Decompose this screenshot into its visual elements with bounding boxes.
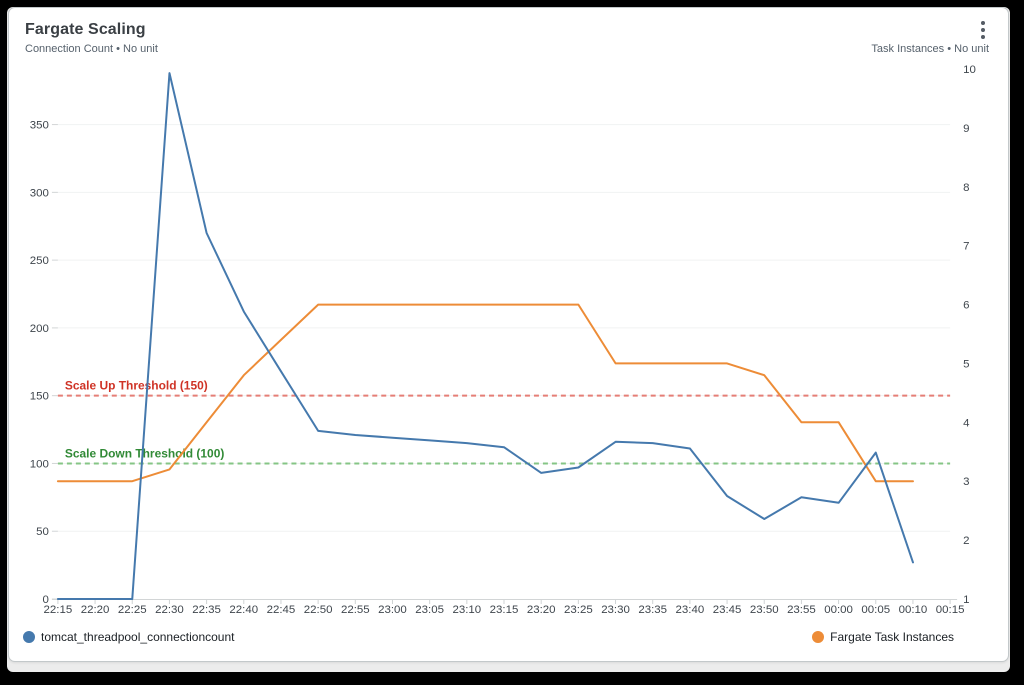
x-axis-tick-label: 00:10	[899, 604, 928, 616]
left-axis-tick-label: 200	[30, 323, 49, 335]
x-axis-tick-label: 23:35	[638, 604, 667, 616]
left-axis-tick-label: 300	[30, 187, 49, 199]
legend-label-task-instances: Fargate Task Instances	[830, 630, 954, 644]
x-axis-tick-label: 23:55	[787, 604, 816, 616]
left-axis-tick-label: 350	[30, 120, 49, 132]
legend-item-task-instances[interactable]: Fargate Task Instances	[812, 630, 954, 644]
chart-legend: tomcat_threadpool_connectioncount Fargat…	[9, 626, 1008, 644]
x-axis-tick-label: 00:15	[936, 604, 965, 616]
x-axis-tick-label: 23:00	[378, 604, 407, 616]
x-axis-tick-label: 22:25	[118, 604, 147, 616]
right-axis-tick-label: 9	[963, 123, 969, 135]
right-axis-tick-label: 2	[963, 535, 969, 547]
threshold-label-100: Scale Down Threshold (100)	[65, 446, 224, 460]
right-axis-tick-label: 5	[963, 358, 969, 370]
right-axis-tick-label: 10	[963, 64, 976, 76]
series-line-fargate-task-instances	[56, 303, 914, 483]
x-axis-tick-label: 22:55	[341, 604, 370, 616]
right-axis-unit-label: Task Instances • No unit	[871, 43, 989, 55]
legend-swatch-blue	[23, 631, 35, 643]
left-axis-tick-label: 150	[30, 391, 49, 403]
right-axis-tick-label: 7	[963, 241, 969, 253]
x-axis-tick-label: 23:05	[415, 604, 444, 616]
threshold-label-150: Scale Up Threshold (150)	[65, 379, 208, 393]
x-axis-tick-label: 00:00	[824, 604, 853, 616]
x-axis-tick-label: 22:15	[44, 604, 73, 616]
left-axis-tick-label: 0	[43, 594, 49, 606]
left-axis-unit-label: Connection Count • No unit	[25, 43, 158, 55]
series-line-tomcat_threadpool_connectioncount	[56, 72, 914, 600]
legend-item-connectioncount[interactable]: tomcat_threadpool_connectioncount	[23, 630, 234, 644]
kebab-menu-icon[interactable]	[972, 18, 994, 42]
x-axis-tick-label: 00:05	[861, 604, 890, 616]
left-axis-tick-label: 250	[30, 255, 49, 267]
widget-header: Fargate Scaling	[9, 8, 1008, 39]
legend-swatch-orange	[812, 631, 825, 643]
x-axis-tick-label: 22:20	[81, 604, 110, 616]
chart-svg: 0 50 100 150 200 250 300 350 22:15 22:20 22:25 22:3…	[30, 64, 976, 616]
x-axis-tick-label: 23:15	[490, 604, 519, 616]
x-axis-tick-label: 23:45	[713, 604, 742, 616]
chart-title: Fargate Scaling	[25, 21, 146, 38]
page-background: Fargate Scaling Connection Count • No un…	[7, 7, 1010, 672]
x-axis-tick-label: 22:35	[192, 604, 221, 616]
x-axis-tick-label: 22:30	[155, 604, 184, 616]
right-axis-tick-label: 4	[963, 417, 970, 429]
right-axis-tick-label: 3	[963, 476, 969, 488]
x-axis-tick-label: 22:40	[229, 604, 258, 616]
legend-label-connectioncount: tomcat_threadpool_connectioncount	[41, 630, 235, 644]
x-axis-tick-label: 22:45	[267, 604, 296, 616]
x-axis-tick-label: 22:50	[304, 604, 333, 616]
right-axis-tick-label: 8	[963, 182, 969, 194]
x-axis-tick-label: 23:30	[601, 604, 630, 616]
right-axis-tick-label: 1	[963, 594, 969, 606]
axis-units-row: Connection Count • No unit Task Instance…	[9, 39, 1008, 55]
x-axis-tick-label: 23:10	[452, 604, 481, 616]
cloudwatch-chart-widget: Fargate Scaling Connection Count • No un…	[8, 7, 1009, 662]
chart-plot-area[interactable]: 0 50 100 150 200 250 300 350 22:15 22:20 22:25 22:3…	[9, 56, 1008, 626]
x-axis-tick-label: 23:25	[564, 604, 593, 616]
right-axis-tick-label: 6	[963, 300, 969, 312]
x-axis-tick-label: 23:40	[676, 604, 705, 616]
left-axis-tick-label: 100	[30, 458, 49, 470]
left-axis-tick-label: 50	[36, 526, 49, 538]
x-axis-tick-label: 23:20	[527, 604, 556, 616]
x-axis-tick-label: 23:50	[750, 604, 779, 616]
